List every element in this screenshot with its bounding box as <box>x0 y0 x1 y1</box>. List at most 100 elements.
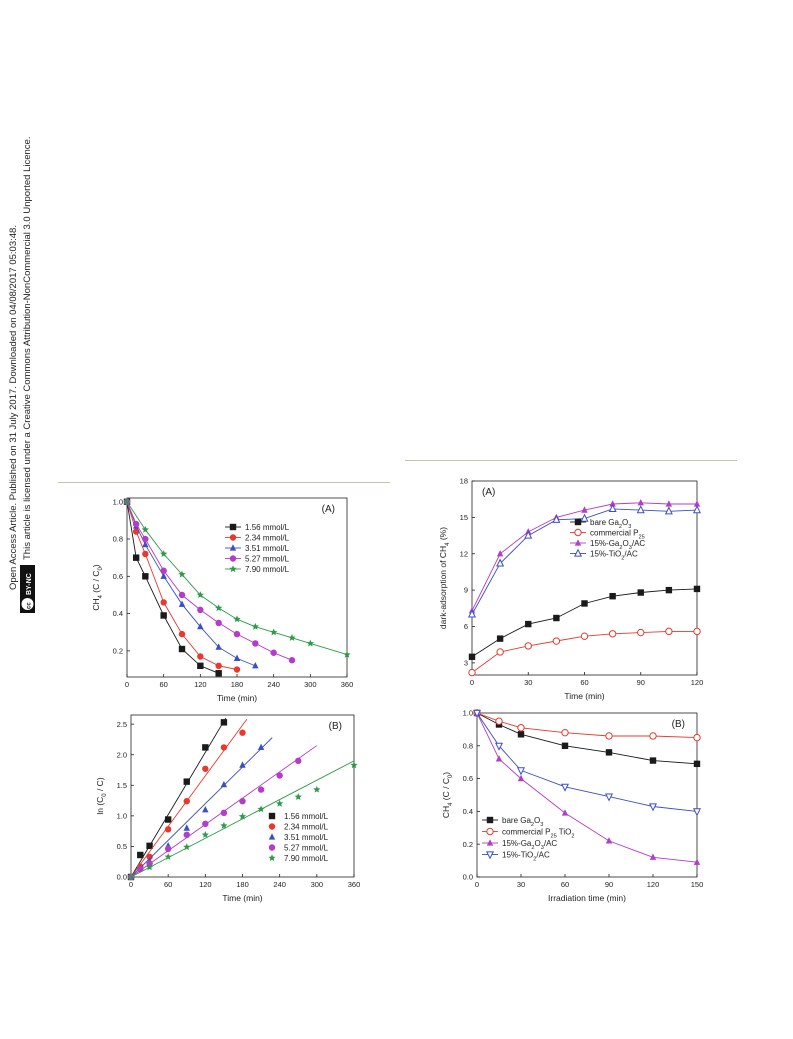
data-point <box>496 558 505 567</box>
data-point <box>220 780 228 788</box>
data-point <box>215 604 223 612</box>
x-tick-label: 0 <box>475 880 479 889</box>
cc-badge-text: BY-NC <box>26 573 33 595</box>
data-point <box>288 634 296 641</box>
legend-marker <box>486 816 494 824</box>
data-point <box>516 767 526 776</box>
x-axis-label: Irradiation time (min) <box>548 893 626 903</box>
data-point <box>164 816 172 823</box>
x-tick-label: 60 <box>561 880 569 889</box>
y-tick-label: 0.2 <box>113 646 123 655</box>
data-point <box>220 809 228 817</box>
data-point <box>233 654 241 661</box>
data-point <box>276 772 283 779</box>
data-point <box>178 645 186 653</box>
legend-label: 3.51 mmol/L <box>245 544 290 553</box>
data-point <box>220 744 228 751</box>
series-4 <box>472 709 702 817</box>
data-point <box>178 570 186 578</box>
legend-label: 1.56 mmol/L <box>284 812 329 821</box>
data-point <box>636 505 645 514</box>
series-line <box>126 501 238 670</box>
data-point <box>665 500 673 507</box>
data-point <box>202 805 209 813</box>
cc-license-badge[interactable]: cc BY-NC <box>20 565 35 613</box>
x-axis-label: Time (min) <box>222 893 262 903</box>
x-tick-label: 30 <box>517 880 525 889</box>
data-point <box>637 628 645 637</box>
data-point <box>552 637 561 645</box>
data-point <box>608 630 617 638</box>
y-tick-label: 0.0 <box>117 873 127 882</box>
y-tick-label: 0.6 <box>113 572 123 581</box>
data-point <box>197 606 204 614</box>
y-tick-label: 1.0 <box>117 811 127 820</box>
data-point <box>197 622 204 630</box>
data-point <box>295 757 302 765</box>
series-line <box>126 501 348 656</box>
data-point <box>146 842 153 850</box>
y-tick-label: 0.2 <box>463 840 473 849</box>
panel-label: (B) <box>672 719 685 730</box>
data-point <box>183 843 191 851</box>
legend-marker <box>229 565 237 573</box>
y-tick-label: 6 <box>464 622 468 631</box>
y-tick-label: 18 <box>460 477 468 486</box>
data-point <box>142 573 149 580</box>
series-3 <box>473 709 701 865</box>
data-point <box>178 630 186 638</box>
data-point <box>605 749 613 756</box>
data-point <box>524 530 533 539</box>
data-point <box>215 670 222 677</box>
data-point <box>239 729 246 736</box>
fit-line <box>130 737 273 878</box>
data-point <box>580 632 589 640</box>
data-point <box>467 609 477 618</box>
x-tick-label: 300 <box>311 880 324 889</box>
legend-label: 15%-TiO2/AC <box>590 549 638 561</box>
data-point <box>648 803 658 812</box>
data-point <box>649 757 657 764</box>
data-point <box>494 742 504 751</box>
data-point <box>233 615 241 623</box>
data-point <box>164 826 172 833</box>
fit-line <box>130 719 248 878</box>
x-tick-label: 0 <box>125 680 129 689</box>
data-point <box>609 592 616 600</box>
data-point <box>270 628 278 636</box>
data-point <box>517 731 525 738</box>
data-point <box>238 812 247 820</box>
license-sidebar: Open Access Article. Published on 31 Jul… <box>0 0 60 700</box>
data-point <box>468 653 476 661</box>
data-point <box>605 732 613 740</box>
cc-badge-cc: cc <box>27 602 33 609</box>
data-point <box>552 514 561 523</box>
legend-marker <box>486 827 494 836</box>
data-point <box>257 743 265 750</box>
data-point <box>146 853 153 861</box>
y-tick-label: 2.0 <box>117 750 127 759</box>
series-5 <box>127 760 358 881</box>
data-point <box>343 650 351 658</box>
data-point <box>637 589 644 596</box>
x-axis-label: Time (min) <box>217 693 257 703</box>
y-axis-label: CH4 (C / C0) <box>441 772 454 818</box>
data-point <box>164 845 172 853</box>
data-point <box>215 643 222 650</box>
data-point <box>202 820 209 828</box>
data-point <box>201 831 209 838</box>
series-4 <box>127 745 318 881</box>
data-point <box>276 799 284 807</box>
data-point <box>692 808 702 817</box>
data-point <box>160 550 168 558</box>
data-point <box>692 505 702 514</box>
series-2 <box>468 627 701 677</box>
data-point <box>183 824 190 831</box>
x-tick-label: 150 <box>691 880 704 889</box>
data-point <box>517 774 525 782</box>
x-tick-label: 90 <box>605 880 613 889</box>
x-tick-label: 240 <box>273 880 286 889</box>
data-point <box>251 622 259 630</box>
x-tick-label: 120 <box>194 680 207 689</box>
data-point <box>604 793 614 802</box>
